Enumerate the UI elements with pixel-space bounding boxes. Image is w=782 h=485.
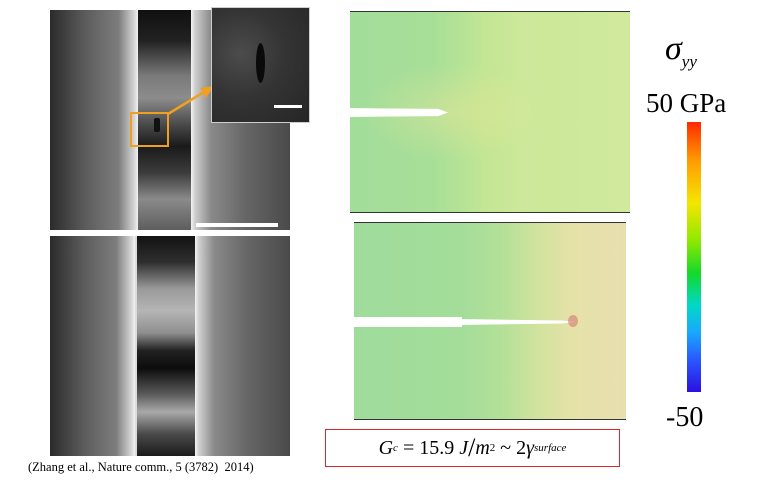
equation-approx: ~ 2 bbox=[495, 436, 527, 459]
equation-gamma-subscript: surface bbox=[534, 442, 567, 454]
equation-slash: / bbox=[468, 433, 476, 462]
sem-inset-zoom bbox=[211, 7, 310, 123]
highlight-box bbox=[130, 112, 169, 147]
colorbar-max-label: 50 GPa bbox=[646, 88, 727, 118]
crack bbox=[354, 317, 462, 327]
crack-extension bbox=[460, 319, 576, 325]
stress-map-top bbox=[350, 11, 630, 213]
colorbar-min-label: -50 bbox=[666, 402, 704, 433]
equation-value: = 15.9 bbox=[397, 436, 460, 459]
citation: (Zhang et al., Nature comm., 5 (3782) 20… bbox=[28, 460, 254, 474]
inset-void bbox=[256, 43, 265, 83]
stress-map-bottom bbox=[354, 222, 626, 420]
scale-bar-large bbox=[196, 223, 278, 227]
scale-bar-inset bbox=[274, 105, 302, 108]
sem-slab-right bbox=[195, 236, 290, 456]
equation-lhs: G bbox=[378, 436, 394, 459]
equation-unit-denominator: m bbox=[475, 436, 490, 459]
colorbar bbox=[687, 122, 701, 392]
sigma-subscript: yy bbox=[681, 51, 697, 71]
sem-slab-left bbox=[50, 10, 138, 230]
colorbar-symbol: σyy bbox=[665, 30, 697, 72]
equation-unit-exponent: 2 bbox=[489, 442, 496, 454]
sem-slab-left bbox=[50, 236, 135, 456]
notch-mark bbox=[154, 118, 160, 132]
sem-ribbon bbox=[138, 10, 191, 230]
equation-unit-numerator: J bbox=[459, 436, 469, 459]
equation-gamma: γ bbox=[526, 436, 535, 459]
sem-ribbon-fractured bbox=[135, 236, 197, 456]
sigma-glyph: σ bbox=[665, 30, 682, 67]
inset-pointer-arrow bbox=[167, 86, 214, 116]
equation-lhs-subscript: c bbox=[393, 442, 398, 454]
sem-micrograph-bottom bbox=[50, 236, 290, 456]
crack bbox=[350, 108, 448, 117]
crack-tip-stress bbox=[568, 315, 578, 327]
